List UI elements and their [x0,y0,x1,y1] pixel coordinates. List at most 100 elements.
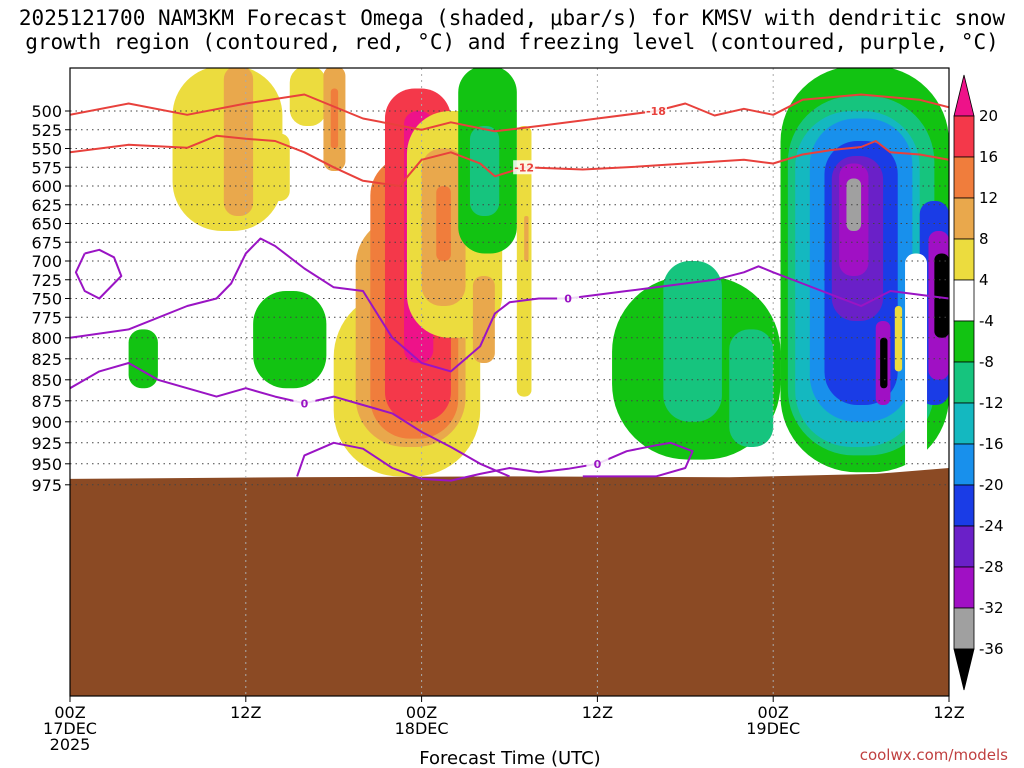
x-tick-label: 12Z [933,703,964,722]
y-tick-label: 750 [31,290,62,309]
y-tick-label: 700 [31,252,62,271]
colorbar-swatch [953,279,975,322]
omega-cell [905,253,928,473]
x-tick-label: 12Z [582,703,613,722]
dgz-contour [70,134,949,187]
freezing-level-contour-label-bg [557,291,580,306]
x-tick-label: 18DEC [395,719,449,738]
colorbar-swatch [953,197,975,240]
freezing-level-contour-label: 0 [564,293,572,306]
x-tick-label: 00Z [758,703,789,722]
colorbar-swatch [953,115,975,158]
x-tick-label: 12Z [230,703,261,722]
chart-title-line2: growth region (contoured, red, °C) and f… [25,30,999,54]
colorbar-swatch [953,402,975,445]
colorbar-label: -36 [979,640,1004,658]
freezing-level-contour [70,237,949,373]
omega-cell [469,126,500,216]
y-tick-label: 925 [31,434,62,453]
x-tick-label: 00Z [406,703,437,722]
colorbar-swatch [953,156,975,199]
source-credit: coolwx.com/models [860,746,1008,764]
y-tick-label: 900 [31,413,62,432]
y-tick-label: 525 [31,121,62,140]
contour-lines: -18 -12 0 0 0 [70,93,949,482]
freezing-level-contour-label: 0 [594,458,602,471]
y-tick-label: 625 [31,196,62,215]
omega-cell [267,133,290,201]
terrain-surface [70,468,949,696]
freezing-level-contour [296,441,694,482]
dgz-contour-label-bg [513,160,536,175]
colorbar-label: -20 [979,476,1004,494]
chart-title: 2025121700 NAM3KM Forecast Omega (shaded… [0,6,1024,54]
x-tick-label: 19DEC [746,719,800,738]
colorbar-label: 16 [979,148,998,166]
colorbar: 20 16 12 8 4 -4 -8 -12 -16 -20 -24 -28 -32 -36 [953,74,1004,691]
colorbar-label: -28 [979,558,1004,576]
colorbar-label: -12 [979,394,1004,412]
freezing-level-contour [70,362,510,478]
omega-cell [663,261,722,422]
freezing-level-contour [74,248,123,300]
colorbar-label: -4 [979,312,994,330]
dgz-contour-label-bg [645,104,667,118]
colorbar-label: 8 [979,230,989,248]
terrain-fill [70,468,949,696]
omega-cell [846,178,862,231]
dgz-contour-label: -18 [646,105,666,118]
y-tick-label: 825 [31,350,62,369]
omega-cell [128,329,158,389]
freezing-level-contour-label-bg [586,456,609,471]
dgz-contour-label: -12 [514,161,534,174]
freezing-level-contour-label-bg [293,396,316,411]
y-tick-label: 575 [31,158,62,177]
colorbar-swatch [953,443,975,486]
omega-cell [253,291,327,389]
omega-cell [524,216,529,261]
omega-cell [934,253,949,338]
colorbar-label: -24 [979,517,1004,535]
colorbar-label: -16 [979,435,1004,453]
y-tick-label: 500 [31,102,62,121]
y-tick-label: 725 [31,271,62,290]
omega-cell [223,68,254,216]
colorbar-label: 20 [979,107,998,125]
y-tick-label: 775 [31,308,62,327]
y-tick-label: 875 [31,392,62,411]
colorbar-swatch [953,484,975,527]
colorbar-label: -32 [979,599,1004,617]
x-tick-label: 17DEC [43,719,97,738]
x-tick-label: 2025 [50,735,91,754]
colorbar-swatch [953,566,975,609]
dgz-contour [70,93,949,133]
x-axis-label: Forecast Time (UTC) [419,748,600,768]
y-tick-label: 650 [31,215,62,234]
omega-cell [729,329,774,447]
y-tick-label: 600 [31,177,62,196]
omega-cell [880,337,888,389]
omega-cell [472,276,495,363]
omega-shading [128,68,949,477]
colorbar-swatch [953,361,975,404]
y-tick-label: 975 [31,476,62,495]
colorbar-label: 4 [979,271,989,289]
chart-title-line1: 2025121700 NAM3KM Forecast Omega (shaded… [18,6,1006,30]
y-tick-label: 950 [31,455,62,474]
colorbar-swatch [953,607,975,650]
colorbar-top-arrow [953,74,975,117]
omega-cell [516,126,532,397]
plot-frame [69,67,950,697]
y-tick-label: 800 [31,329,62,348]
gridlines [70,68,949,696]
omega-cell [894,306,903,372]
x-tick-label: 00Z [54,703,85,722]
y-tick-label: 850 [31,371,62,390]
colorbar-swatch [953,238,975,281]
y-tick-label: 550 [31,140,62,159]
colorbar-label: -8 [979,353,994,371]
y-tick-label: 675 [31,233,62,252]
